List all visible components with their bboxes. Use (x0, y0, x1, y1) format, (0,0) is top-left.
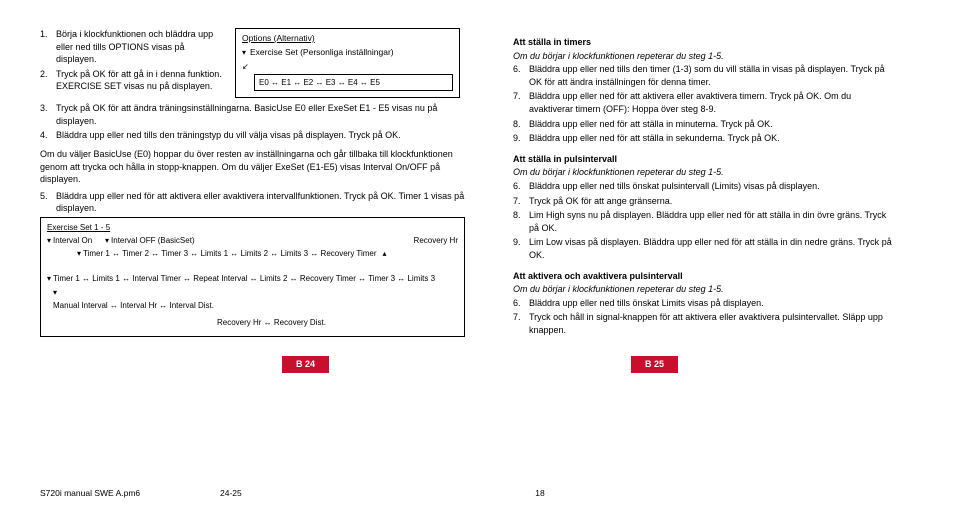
para-basicuse: Om du väljer BasicUse (E0) hoppar du öve… (40, 148, 465, 186)
footer-num: 18 (340, 488, 740, 500)
footer-pages: 24-25 (220, 488, 340, 500)
footer-file: S720i manual SWE A.pm6 (40, 488, 220, 500)
activate-heading: Att aktivera och avaktivera pulsinterval… (513, 270, 893, 283)
page-badge-right: B 25 (631, 356, 678, 373)
step2: Tryck på OK för att gå in i denna funkti… (56, 68, 225, 93)
exercise-set-title: Exercise Set 1 - 5 (47, 222, 458, 233)
exercise-set-box: Exercise Set 1 - 5 ▾ Interval On ▾ Inter… (40, 217, 465, 337)
options-box: Options (Alternativ) ▾ Exercise Set (Per… (235, 28, 460, 98)
e-labels: E0 ↔ E1 ↔ E2 ↔ E3 ↔ E4 ↔ E5 (254, 74, 453, 91)
step4: Bläddra upp eller ned tills den tränings… (56, 129, 401, 142)
pulse-heading: Att ställa in pulsintervall (513, 153, 893, 166)
pulse-sub: Om du börjar i klockfunktionen repeterar… (513, 166, 893, 179)
step5: Bläddra upp eller ned för att aktivera e… (56, 190, 465, 215)
chevron-down-icon: ▾ (105, 235, 109, 246)
page-badges: B 24 B 25 (40, 356, 920, 373)
chevron-down-left-icon: ↙ (242, 61, 249, 72)
timers-sub: Om du börjar i klockfunktionen repeterar… (513, 50, 893, 63)
timers-heading: Att ställa in timers (513, 36, 893, 49)
page-badge-left: B 24 (282, 356, 329, 373)
right-column: Att ställa in timers Om du börjar i kloc… (513, 28, 893, 338)
step1: Börja i klockfunktionen och bläddra upp … (56, 28, 225, 66)
options-subtitle: Exercise Set (Personliga inställningar) (250, 47, 394, 59)
options-title: Options (Alternativ) (242, 33, 453, 45)
chevron-down-icon: ▾ (242, 47, 246, 58)
left-column: 1.Börja i klockfunktionen och bläddra up… (40, 28, 465, 338)
step3: Tryck på OK för att ändra träningsinstäl… (56, 102, 465, 127)
footer: S720i manual SWE A.pm6 24-25 18 (40, 488, 920, 500)
activate-sub: Om du börjar i klockfunktionen repeterar… (513, 283, 893, 296)
chevron-down-icon: ▾ (47, 235, 51, 246)
